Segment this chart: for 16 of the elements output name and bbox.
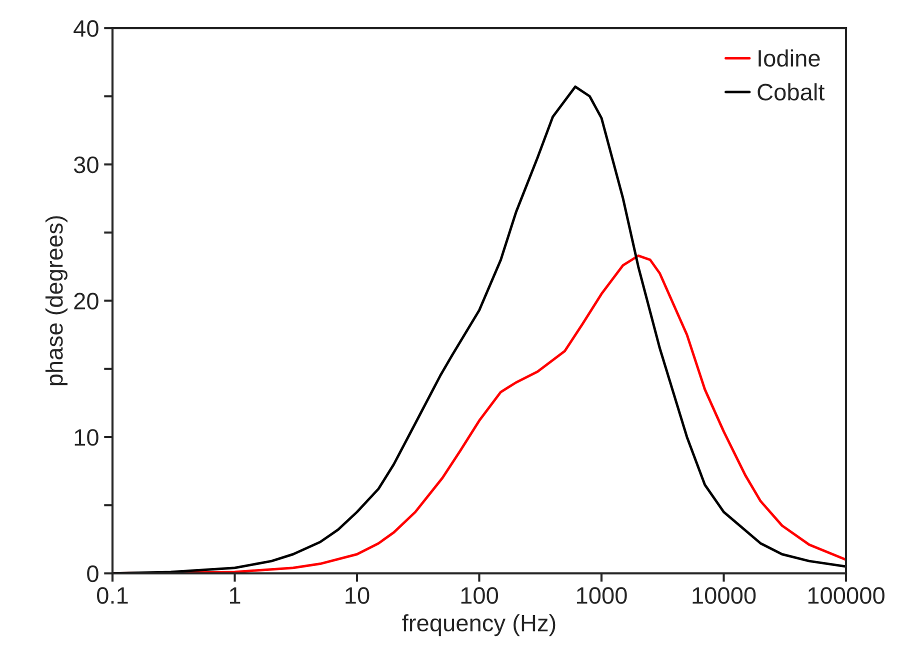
x-axis-title: frequency (Hz) bbox=[402, 614, 556, 636]
legend-label: Iodine bbox=[758, 49, 820, 67]
x-tick-label: 1 bbox=[230, 587, 240, 604]
legend-label: Cobalt bbox=[758, 83, 825, 101]
x-tick-label: 100000 bbox=[808, 587, 884, 604]
y-tick-label: 30 bbox=[74, 156, 98, 174]
x-tick-label: 10 bbox=[346, 587, 370, 604]
x-tick-label: 100 bbox=[461, 587, 498, 604]
x-tick-label: 10000 bbox=[692, 587, 756, 604]
y-axis-title: phase (degrees) bbox=[45, 216, 68, 386]
y-tick-label: 0 bbox=[87, 565, 98, 582]
x-tick-label: 1000 bbox=[577, 587, 627, 604]
y-tick-label: 40 bbox=[74, 20, 98, 37]
y-tick-label: 10 bbox=[74, 429, 98, 446]
x-tick-label: 0.1 bbox=[97, 587, 128, 604]
y-tick-label: 20 bbox=[74, 292, 98, 310]
